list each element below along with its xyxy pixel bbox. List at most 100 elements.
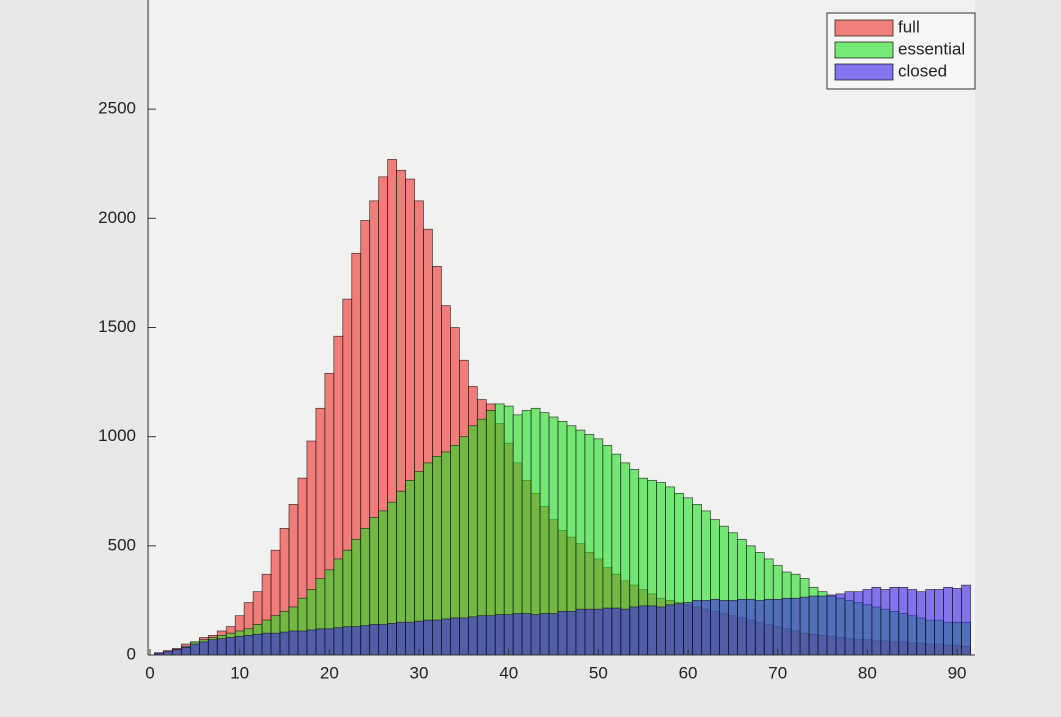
bar [674,603,684,656]
bar [333,627,344,656]
bar [387,622,397,656]
bar [378,624,388,656]
x-tick-label: 40 [499,663,518,682]
bar [423,619,433,656]
bar [871,586,882,656]
bar [647,605,658,656]
bar [880,589,891,656]
bar [772,598,783,656]
bar [261,632,272,656]
bar [342,626,353,656]
bar [656,606,666,656]
bar [243,634,254,656]
x-tick-label: 90 [948,663,967,682]
bar [530,614,541,656]
bar [396,621,406,656]
legend-swatch [834,63,894,81]
bar [961,584,971,656]
bar [665,604,675,656]
bar [575,608,586,656]
bar [952,588,962,656]
bar [925,589,935,656]
bar [943,586,953,656]
bar [485,615,496,656]
legend-swatch [834,41,894,59]
x-tick-label: 10 [230,663,249,682]
bar [476,615,487,656]
bar [719,600,729,656]
bar [593,608,604,656]
bar [432,619,442,656]
bar [297,630,308,656]
bar [790,597,801,656]
bar [898,586,909,656]
bar [629,606,640,656]
bar [450,617,460,656]
bar [306,629,317,656]
y-tick-label: 2000 [98,208,136,227]
bar [817,595,828,656]
bar [225,637,236,656]
y-tick-label: 1000 [98,426,136,445]
bar [360,625,371,656]
bar [566,610,577,656]
bar [683,602,693,656]
bar [737,598,747,656]
bar [181,647,191,656]
y-tick-label: 500 [108,535,136,554]
bar [207,639,218,656]
bar [270,632,281,656]
bar [826,594,837,656]
bar [351,626,362,656]
bar [172,649,182,656]
y-tick-label: 1500 [98,317,136,336]
x-tick-label: 80 [858,663,877,682]
x-tick-label: 60 [679,663,698,682]
bar [494,614,505,656]
bar [638,605,649,656]
bar [916,591,927,656]
bar [844,591,855,656]
bar [288,630,299,656]
legend-label: essential [898,39,965,58]
bar [799,596,810,656]
bar [602,607,613,656]
x-tick-label: 50 [589,663,608,682]
legend-label: closed [898,61,947,80]
x-tick-label: 70 [768,663,787,682]
bar [198,641,209,656]
bar [503,614,514,656]
bar [745,598,756,656]
bar [557,610,568,656]
bar [889,586,900,656]
bar [216,638,227,656]
bar [808,595,819,656]
bar [441,618,451,656]
bar [584,608,595,656]
x-tick-label: 30 [410,663,429,682]
legend-label: full [898,17,920,36]
bar [620,608,631,656]
bar [279,631,290,656]
bar [252,633,263,656]
legend-swatch [834,19,894,37]
bar [835,593,846,656]
x-tick-label: 20 [320,663,339,682]
bar [853,591,864,656]
bar [862,589,873,656]
bar [190,643,200,656]
bar [521,613,532,656]
bar [405,621,415,656]
bar [692,600,702,656]
bar [934,589,944,656]
bar [710,598,720,656]
bar [467,616,478,656]
bar [781,597,792,656]
bar [754,600,765,656]
bar [611,607,622,656]
bar [369,624,380,656]
bar [459,617,469,656]
bar [701,600,711,656]
